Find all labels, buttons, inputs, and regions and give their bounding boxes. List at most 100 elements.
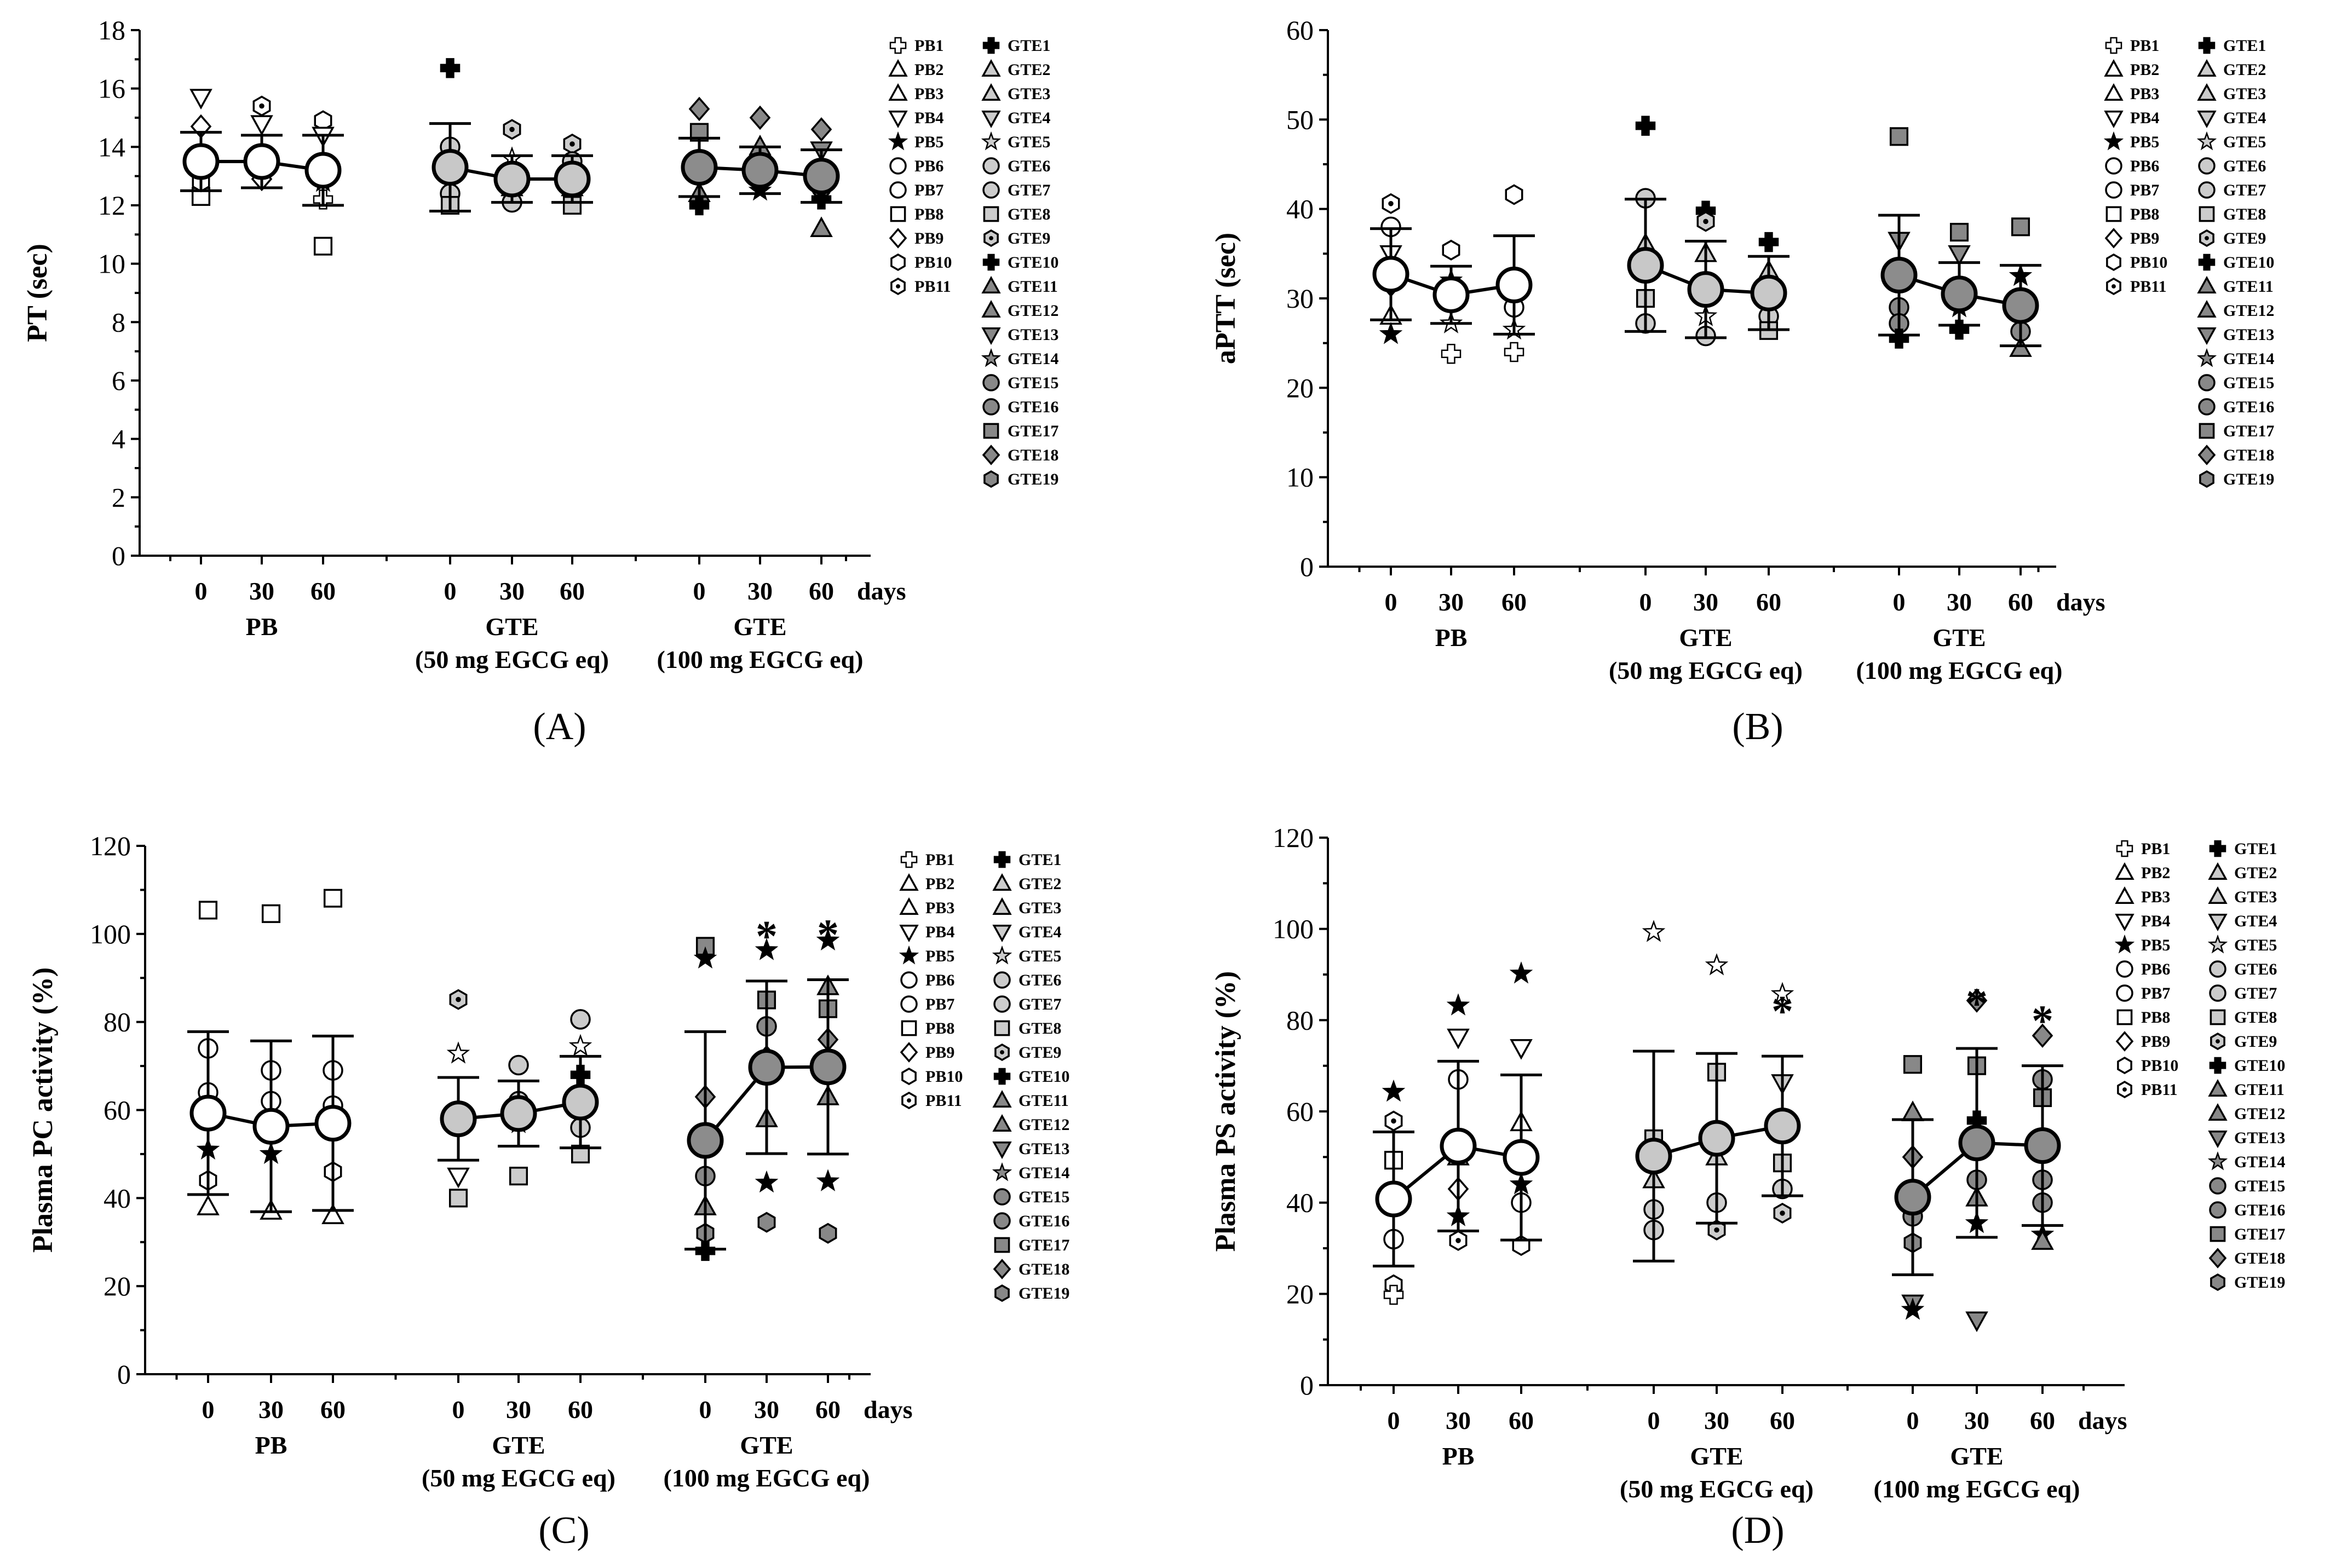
x-unit-label: days <box>864 1396 912 1423</box>
mean-marker <box>1495 267 1533 303</box>
legend-marker <box>981 299 1001 318</box>
legend-label: PB4 <box>2130 109 2159 127</box>
legend-marker <box>2198 157 2216 175</box>
panel-B: 0 10 20 30 40 50 60 aPTT (sec) 0 30 60 PB 0 30 60 GTE (5… <box>1210 15 2274 748</box>
legend-label: GTE17 <box>1019 1236 1069 1254</box>
legend-label: PB1 <box>914 37 943 55</box>
legend-label: GTE8 <box>2223 205 2266 223</box>
legend-marker <box>982 398 1000 416</box>
data-point <box>321 1203 344 1224</box>
legend-marker <box>992 945 1012 965</box>
legend-label: PB3 <box>914 85 943 103</box>
x-day-label: 30 <box>1704 1406 1729 1434</box>
legend-label: GTE1 <box>2234 840 2277 858</box>
group-label: PB <box>255 1431 287 1459</box>
x-day-label: 60 <box>2030 1406 2055 1434</box>
y-tick-label: 20 <box>1286 1278 1314 1309</box>
data-point-dot <box>1455 1238 1461 1243</box>
data-point-dot <box>1780 1210 1785 1216</box>
data-point-dot <box>456 996 461 1002</box>
legend-label: GTE4 <box>1008 109 1050 127</box>
legend-label: GTE16 <box>2234 1201 2285 1219</box>
legend-label: GTE8 <box>2234 1008 2277 1027</box>
legend-label: GTE13 <box>2223 326 2274 344</box>
legend-marker <box>2209 960 2226 978</box>
data-point-dot <box>1391 1118 1396 1124</box>
legend-label: PB7 <box>914 181 943 199</box>
data-point <box>816 928 840 951</box>
mean-marker <box>182 143 220 180</box>
legend-label: GTE19 <box>2223 470 2274 488</box>
legend-marker <box>899 925 919 943</box>
x-day-label: 60 <box>560 577 585 605</box>
panel-C: 0 20 40 60 80 100 120 Plasma PC activity (%) 0 30… <box>27 831 1069 1552</box>
legend-label: PB10 <box>2130 253 2167 272</box>
mean-marker <box>1687 271 1724 308</box>
data-point <box>810 216 833 238</box>
x-day-label: 60 <box>1509 1406 1534 1434</box>
legend-marker <box>899 897 919 915</box>
legend-marker <box>992 897 1012 915</box>
legend-marker-dot <box>2122 1087 2127 1092</box>
y-tick-label: 14 <box>98 131 125 162</box>
y-tick-label: 8 <box>112 307 125 337</box>
legend-marker <box>993 995 1011 1013</box>
legend-label: GTE2 <box>2234 864 2277 882</box>
mean-marker <box>189 1094 227 1132</box>
x-day-label: 30 <box>1947 588 1972 616</box>
legend-label: GTE12 <box>2234 1105 2285 1123</box>
mean-marker <box>314 1105 352 1142</box>
data-point <box>1901 1100 1924 1121</box>
legend-label: PB10 <box>2141 1057 2178 1075</box>
legend-label: PB4 <box>925 923 954 941</box>
legend-marker <box>888 83 908 101</box>
data-point <box>1442 239 1460 261</box>
legend-label: GTE19 <box>2234 1273 2285 1292</box>
legend-label: PB9 <box>925 1044 954 1062</box>
legend-label: GTE10 <box>2234 1057 2285 1075</box>
legend-marker <box>2104 59 2124 77</box>
legend-marker <box>992 1114 1012 1132</box>
group-sublabel: (100 mg EGCG eq) <box>1874 1475 2080 1503</box>
group-label: PB <box>246 613 278 641</box>
legend-marker <box>2198 37 2216 54</box>
legend-label: GTE9 <box>1008 229 1050 247</box>
legend-marker <box>993 1068 1011 1085</box>
x-day-label: 0 <box>699 1396 712 1423</box>
y-tick-label: 12 <box>98 190 125 221</box>
mean-marker <box>554 160 591 198</box>
y-tick-label: 4 <box>112 424 125 454</box>
mean-marker <box>1503 1139 1540 1176</box>
mean-marker <box>1750 274 1787 312</box>
x-day-label: 60 <box>2008 588 2033 616</box>
legend-label: PB11 <box>925 1092 962 1110</box>
y-tick-label: 40 <box>1286 194 1314 224</box>
legend-label: GTE1 <box>1008 37 1050 55</box>
legend-label: GTE12 <box>1019 1116 1069 1134</box>
legend-marker <box>2116 984 2133 1002</box>
panel-label: (B) <box>1732 706 1783 748</box>
legend-label: PB6 <box>2130 157 2159 175</box>
legend-label: PB10 <box>925 1068 963 1086</box>
legend-marker <box>2198 374 2216 391</box>
legend-label: GTE9 <box>1019 1044 1061 1062</box>
legend-label: GTE14 <box>1008 350 1058 368</box>
y-tick-label: 0 <box>1300 551 1314 582</box>
legend-marker <box>2196 131 2217 151</box>
data-point <box>693 946 717 969</box>
legend-marker <box>994 1284 1010 1302</box>
data-point <box>810 117 832 142</box>
legend-label: GTE12 <box>2223 302 2274 320</box>
legend-marker <box>993 1188 1011 1206</box>
group-label: PB <box>1435 624 1468 652</box>
x-day-label: 60 <box>310 577 336 605</box>
legend-label: GTE10 <box>1019 1068 1069 1086</box>
legend-marker <box>2103 131 2124 151</box>
legend-marker <box>889 228 907 249</box>
legend-marker <box>2197 111 2217 129</box>
x-day-label: 30 <box>499 577 525 605</box>
data-point <box>749 105 771 130</box>
legend-marker <box>992 1162 1012 1181</box>
y-tick-label: 80 <box>103 1007 131 1037</box>
data-point <box>755 1170 779 1193</box>
